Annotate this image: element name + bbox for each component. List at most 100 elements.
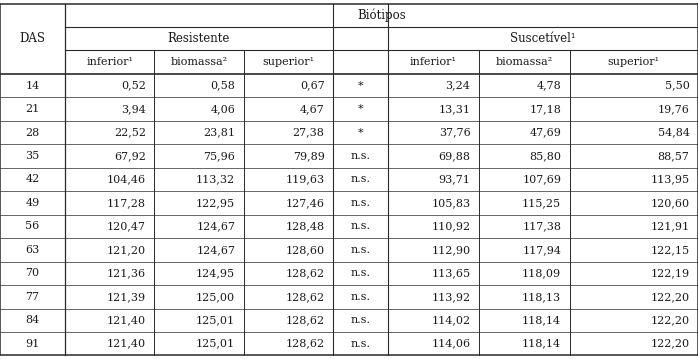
- Text: 114,02: 114,02: [431, 315, 470, 325]
- Text: 13,31: 13,31: [438, 104, 470, 114]
- Text: 121,36: 121,36: [107, 268, 146, 278]
- Text: 122,19: 122,19: [651, 268, 690, 278]
- Text: 22,52: 22,52: [114, 127, 146, 137]
- Text: 121,91: 121,91: [651, 222, 690, 232]
- Text: 117,94: 117,94: [522, 245, 561, 255]
- Text: 0,58: 0,58: [210, 81, 235, 91]
- Text: 122,95: 122,95: [196, 198, 235, 208]
- Text: n.s.: n.s.: [350, 292, 371, 302]
- Text: 120,47: 120,47: [107, 222, 146, 232]
- Text: 125,01: 125,01: [196, 339, 235, 349]
- Text: Biótipos: Biótipos: [357, 9, 406, 22]
- Text: 47,69: 47,69: [529, 127, 561, 137]
- Text: 37,76: 37,76: [439, 127, 470, 137]
- Text: 35: 35: [25, 151, 40, 161]
- Text: 3,94: 3,94: [121, 104, 146, 114]
- Text: 119,63: 119,63: [285, 174, 325, 185]
- Text: 107,69: 107,69: [522, 174, 561, 185]
- Text: 128,60: 128,60: [285, 245, 325, 255]
- Text: 122,20: 122,20: [651, 339, 690, 349]
- Text: 77: 77: [25, 292, 40, 302]
- Text: 124,67: 124,67: [196, 222, 235, 232]
- Text: 121,20: 121,20: [107, 245, 146, 255]
- Text: biomassa²: biomassa²: [496, 57, 553, 67]
- Text: 118,13: 118,13: [522, 292, 561, 302]
- Text: 121,40: 121,40: [107, 339, 146, 349]
- Text: 113,65: 113,65: [431, 268, 470, 278]
- Text: inferior¹: inferior¹: [86, 57, 133, 67]
- Text: 75,96: 75,96: [203, 151, 235, 161]
- Text: 110,92: 110,92: [431, 222, 470, 232]
- Text: 4,78: 4,78: [537, 81, 561, 91]
- Text: n.s.: n.s.: [350, 198, 371, 208]
- Text: 23,81: 23,81: [203, 127, 235, 137]
- Text: 117,38: 117,38: [522, 222, 561, 232]
- Text: 122,15: 122,15: [651, 245, 690, 255]
- Text: 17,18: 17,18: [529, 104, 561, 114]
- Text: biomassa²: biomassa²: [170, 57, 228, 67]
- Text: Suscetível¹: Suscetível¹: [510, 32, 576, 45]
- Text: 4,06: 4,06: [210, 104, 235, 114]
- Text: 3,24: 3,24: [445, 81, 470, 91]
- Text: *: *: [357, 104, 364, 114]
- Text: 0,52: 0,52: [121, 81, 146, 91]
- Text: 79,89: 79,89: [292, 151, 325, 161]
- Text: 121,40: 121,40: [107, 315, 146, 325]
- Text: 118,14: 118,14: [522, 339, 561, 349]
- Text: n.s.: n.s.: [350, 222, 371, 232]
- Text: 112,90: 112,90: [431, 245, 470, 255]
- Text: n.s.: n.s.: [350, 315, 371, 325]
- Text: n.s.: n.s.: [350, 268, 371, 278]
- Text: 91: 91: [25, 339, 40, 349]
- Text: 93,71: 93,71: [438, 174, 470, 185]
- Text: 128,62: 128,62: [285, 339, 325, 349]
- Text: 0,67: 0,67: [300, 81, 325, 91]
- Text: 115,25: 115,25: [522, 198, 561, 208]
- Text: n.s.: n.s.: [350, 245, 371, 255]
- Text: *: *: [357, 81, 364, 91]
- Text: 125,00: 125,00: [196, 292, 235, 302]
- Text: 128,62: 128,62: [285, 292, 325, 302]
- Text: 69,88: 69,88: [438, 151, 470, 161]
- Text: 128,62: 128,62: [285, 315, 325, 325]
- Text: 84: 84: [25, 315, 40, 325]
- Text: *: *: [357, 127, 364, 137]
- Text: 125,01: 125,01: [196, 315, 235, 325]
- Text: 105,83: 105,83: [431, 198, 470, 208]
- Text: 88,57: 88,57: [658, 151, 690, 161]
- Text: 122,20: 122,20: [651, 315, 690, 325]
- Text: 114,06: 114,06: [431, 339, 470, 349]
- Text: n.s.: n.s.: [350, 174, 371, 185]
- Text: 113,32: 113,32: [196, 174, 235, 185]
- Text: 120,60: 120,60: [651, 198, 690, 208]
- Text: inferior¹: inferior¹: [410, 57, 457, 67]
- Text: 54,84: 54,84: [658, 127, 690, 137]
- Text: 128,48: 128,48: [285, 222, 325, 232]
- Text: n.s.: n.s.: [350, 339, 371, 349]
- Text: 113,95: 113,95: [651, 174, 690, 185]
- Text: 4,67: 4,67: [300, 104, 325, 114]
- Text: 27,38: 27,38: [292, 127, 325, 137]
- Text: 118,09: 118,09: [522, 268, 561, 278]
- Text: 14: 14: [25, 81, 40, 91]
- Text: 122,20: 122,20: [651, 292, 690, 302]
- Text: 56: 56: [25, 222, 40, 232]
- Text: 42: 42: [25, 174, 40, 185]
- Text: 85,80: 85,80: [529, 151, 561, 161]
- Text: 70: 70: [25, 268, 40, 278]
- Text: superior¹: superior¹: [262, 57, 314, 67]
- Text: 117,28: 117,28: [107, 198, 146, 208]
- Text: DAS: DAS: [20, 32, 45, 45]
- Text: 113,92: 113,92: [431, 292, 470, 302]
- Text: 21: 21: [25, 104, 40, 114]
- Text: 124,67: 124,67: [196, 245, 235, 255]
- Text: 49: 49: [25, 198, 40, 208]
- Text: 121,39: 121,39: [107, 292, 146, 302]
- Text: 19,76: 19,76: [658, 104, 690, 114]
- Text: 67,92: 67,92: [114, 151, 146, 161]
- Text: n.s.: n.s.: [350, 151, 371, 161]
- Text: 28: 28: [25, 127, 40, 137]
- Text: 127,46: 127,46: [285, 198, 325, 208]
- Text: 124,95: 124,95: [196, 268, 235, 278]
- Text: 63: 63: [25, 245, 40, 255]
